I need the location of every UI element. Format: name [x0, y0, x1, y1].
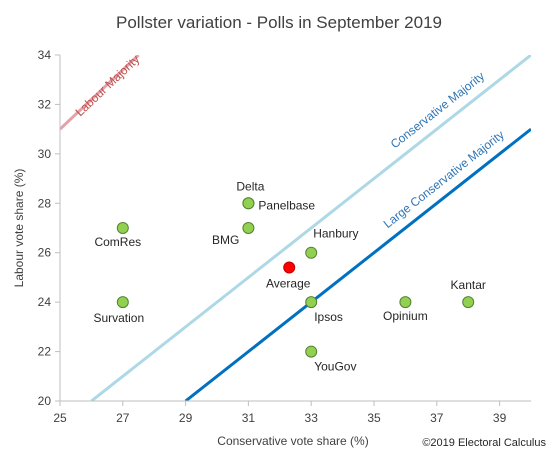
point-yougov — [305, 345, 318, 358]
point-label-comres: ComRes — [94, 235, 141, 249]
point-average — [283, 261, 296, 274]
labour-majority-line — [60, 55, 140, 131]
x-tick-label: 29 — [179, 411, 193, 425]
point-label-average: Average — [266, 277, 311, 291]
point-label-survation: Survation — [93, 311, 144, 325]
point-survation — [116, 296, 129, 309]
point-comres — [116, 222, 129, 234]
x-tick-label: 37 — [430, 411, 444, 425]
y-tick-label: 24 — [38, 295, 52, 309]
conservative-majority-line — [90, 55, 531, 401]
x-tick-label: 31 — [242, 411, 256, 425]
chart-title: Pollster variation - Polls in September … — [116, 13, 442, 32]
large-conservative-majority-line — [184, 127, 531, 401]
x-tick-label: 33 — [305, 411, 319, 425]
x-tick-label: 25 — [53, 411, 67, 425]
x-tick-label: 39 — [493, 411, 507, 425]
point-kantar — [462, 296, 475, 309]
point-label-panelbase: Panelbase — [258, 198, 315, 212]
point-hanbury — [305, 246, 318, 259]
x-axis-title: Conservative vote share (%) — [217, 434, 368, 448]
point-label-yougov: YouGov — [314, 360, 356, 374]
y-tick-label: 32 — [38, 97, 52, 111]
point-bmg — [242, 222, 255, 234]
x-tick-label: 35 — [367, 411, 381, 425]
axes: 25 27 29 31 33 35 37 39 20 22 24 26 28 30 32 34 — [38, 48, 531, 425]
copyright-credit: ©2019 Electoral Calculus — [422, 437, 546, 449]
point-ipsos — [305, 296, 318, 309]
y-tick-label: 20 — [38, 394, 52, 408]
y-tick-label: 22 — [38, 345, 52, 359]
conservative-majority-label: Conservative Majority — [388, 69, 487, 151]
point-label-delta: Delta — [236, 179, 264, 193]
point-label-bmg: BMG — [212, 233, 239, 247]
point-label-hanbury: Hanbury — [313, 227, 358, 241]
point-label-ipsos: Ipsos — [314, 310, 343, 324]
point-panelbase — [242, 197, 255, 210]
data-points: Delta Panelbase BMG ComRes Hanbury Survation I… — [93, 179, 485, 373]
y-tick-label: 34 — [38, 48, 52, 62]
labour-majority-label: Labour Majority — [73, 52, 143, 119]
point-label-opinium: Opinium — [383, 309, 428, 323]
y-tick-label: 28 — [38, 196, 52, 210]
y-tick-label: 30 — [38, 147, 52, 161]
y-axis-title: Labour vote share (%) — [12, 169, 26, 288]
point-label-kantar: Kantar — [451, 278, 486, 292]
x-tick-label: 27 — [116, 411, 130, 425]
reference-lines — [60, 55, 531, 401]
point-opinium — [399, 296, 412, 309]
y-tick-label: 26 — [38, 246, 52, 260]
